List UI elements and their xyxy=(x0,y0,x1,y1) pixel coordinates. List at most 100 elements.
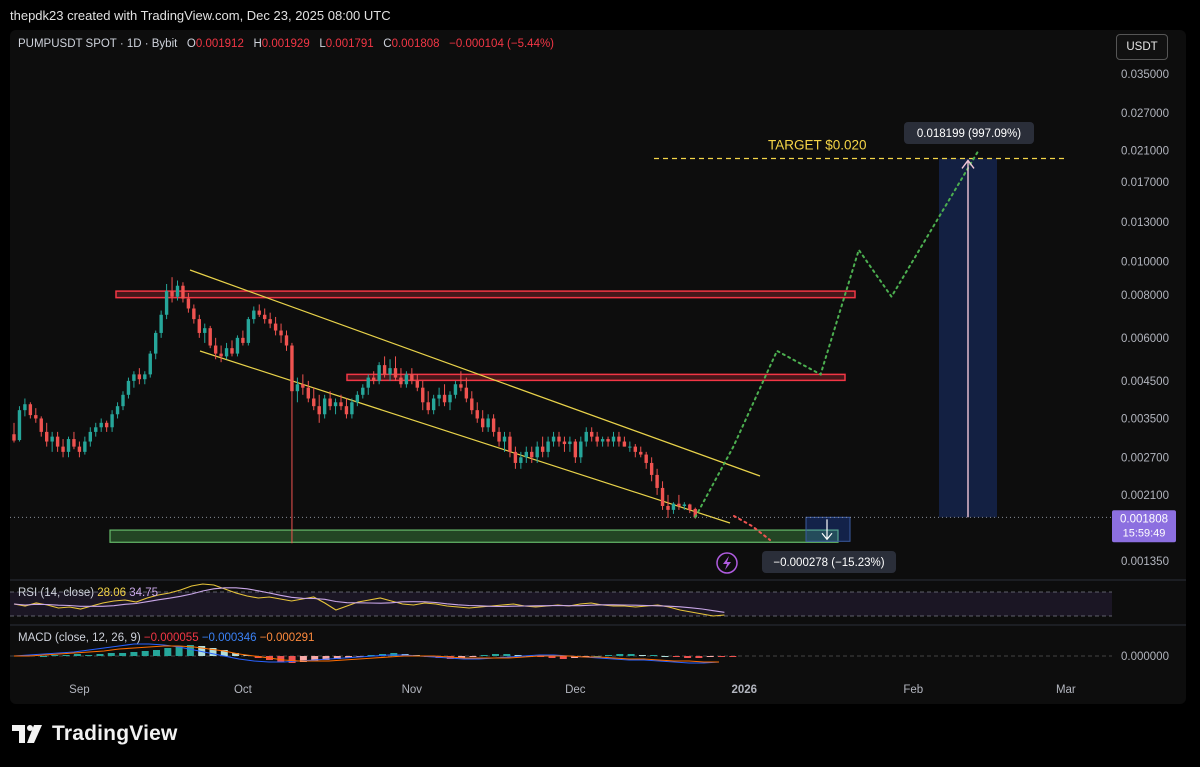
candle-body xyxy=(301,384,305,388)
macd-signal-value: −0.000291 xyxy=(259,632,315,644)
target-label: TARGET $0.020 xyxy=(768,137,867,152)
macd-hist-bar xyxy=(288,656,296,663)
x-tick-label: 2026 xyxy=(732,684,758,696)
macd-hist-bar xyxy=(333,656,341,659)
y-tick-label: 0.002700 xyxy=(1121,452,1169,464)
candle-body xyxy=(121,394,125,407)
candle-body xyxy=(584,431,588,442)
macd-hist-bar xyxy=(706,656,714,657)
candle-body xyxy=(600,439,605,442)
candle-body xyxy=(633,446,637,452)
candle-body xyxy=(524,451,528,458)
macd-hist-bar xyxy=(73,654,81,656)
candle-body xyxy=(464,387,469,399)
x-tick-label: Dec xyxy=(565,684,586,696)
candle-body xyxy=(540,446,545,452)
rsi-pane xyxy=(10,579,1186,617)
macd-hist-bar xyxy=(232,653,240,656)
macd-hist-bar xyxy=(616,654,624,656)
credit-text: thepdk23 created with TradingView.com, D… xyxy=(10,8,391,23)
candle-body xyxy=(562,441,567,445)
x-tick-label: Nov xyxy=(402,684,423,696)
alert-bolt-glyph xyxy=(723,556,731,570)
open-label: O xyxy=(186,38,196,50)
candle-body xyxy=(224,348,229,357)
candle-body xyxy=(66,439,71,452)
candle-body xyxy=(186,298,191,309)
candle-body xyxy=(361,387,365,395)
countdown-value: 15:59:49 xyxy=(1123,527,1166,539)
candle-body xyxy=(557,436,561,442)
candle-body xyxy=(159,314,163,333)
macd-hist-bar xyxy=(514,655,522,656)
macd-hist-value: −0.000055 xyxy=(143,632,199,644)
macd-hist-bar xyxy=(141,651,149,656)
tradingview-logo-icon xyxy=(12,725,42,743)
candle-body xyxy=(639,451,643,455)
candle-body xyxy=(393,368,398,378)
rsi-legend: RSI (14, close) 28.06 34.75 xyxy=(18,587,158,599)
candle-body xyxy=(595,436,599,442)
macd-hist-bar xyxy=(672,656,680,657)
top-bar: thepdk23 created with TradingView.com, D… xyxy=(0,0,1200,32)
candle-body xyxy=(404,374,409,385)
x-tick-label: Sep xyxy=(69,684,89,696)
macd-hist-bar xyxy=(62,655,70,656)
ohlc-legend: PUMPUSDT SPOT · 1D · Bybit O0.001912 H0.… xyxy=(18,38,554,50)
y-tick-label: 0.035000 xyxy=(1121,69,1169,81)
candle-body xyxy=(50,436,54,442)
candle-body xyxy=(459,384,463,388)
y-tick-label: 0.001350 xyxy=(1121,556,1169,568)
loss-arrow-head xyxy=(821,532,833,541)
candle-body xyxy=(284,335,289,346)
macd-hist-bar xyxy=(299,656,307,662)
candle-body xyxy=(611,436,616,442)
candle-body xyxy=(693,508,697,518)
candle-body xyxy=(649,462,654,475)
y-tick-label: 0.008000 xyxy=(1121,290,1169,302)
macd-legend: MACD (close, 12, 26, 9) −0.000055 −0.000… xyxy=(18,632,314,644)
candle-body xyxy=(181,285,185,299)
candle-body xyxy=(399,377,403,385)
candle-body xyxy=(448,394,452,403)
currency-button[interactable]: USDT xyxy=(1116,34,1168,60)
candle-body xyxy=(17,410,22,441)
low-value: 0.001791 xyxy=(325,38,374,50)
candle-body xyxy=(295,384,300,392)
candle-body xyxy=(28,404,33,416)
candle-body xyxy=(660,487,665,506)
loss-label-box xyxy=(762,551,896,573)
macd-label[interactable]: MACD (close, 12, 26, 9) xyxy=(18,632,141,644)
candle-body xyxy=(481,418,485,428)
macd-hist-bar xyxy=(175,646,183,656)
symbol-label[interactable]: PUMPUSDT SPOT · 1D · Bybit xyxy=(18,38,178,50)
macd-hist-bar xyxy=(638,655,646,656)
macd-hist-bar xyxy=(605,655,612,656)
last-price-value: 0.001808 xyxy=(1120,513,1168,525)
macd-pane: 0.000000 xyxy=(10,624,1186,664)
candle-body xyxy=(671,503,676,510)
high-value: 0.001929 xyxy=(261,38,310,50)
candle-body xyxy=(252,310,256,320)
labels-layer: TARGET $0.020 0.018199 (997.09%) −0.000278… xyxy=(716,122,1176,574)
candles-layer xyxy=(10,277,1112,544)
candle-body xyxy=(306,387,310,399)
candle-body xyxy=(322,398,327,415)
downside-path xyxy=(733,515,771,541)
candle-body xyxy=(39,418,43,432)
candle-body xyxy=(126,380,131,395)
macd-hist-bar xyxy=(571,656,579,658)
candle-body xyxy=(415,380,419,388)
candle-body xyxy=(377,365,381,381)
candle-body xyxy=(530,451,534,458)
candle-body xyxy=(475,410,479,419)
macd-hist-bar xyxy=(220,650,228,656)
zones-layer xyxy=(109,157,1064,543)
candle-body xyxy=(519,457,523,463)
rsi-label[interactable]: RSI (14, close) xyxy=(18,587,95,599)
candle-body xyxy=(644,454,648,463)
candle-body xyxy=(573,441,578,458)
candle-body xyxy=(366,377,370,388)
candle-body xyxy=(230,348,234,354)
